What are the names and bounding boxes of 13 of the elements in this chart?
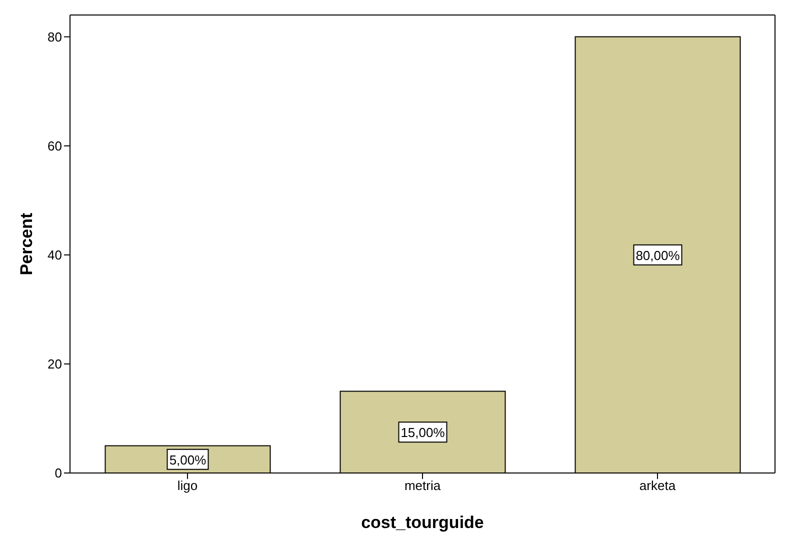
- x-tick-label: ligo: [177, 478, 198, 494]
- y-tick-label: 80: [48, 29, 62, 44]
- x-tick-label: arketa: [639, 478, 676, 494]
- data-label: 80,00%: [636, 248, 680, 263]
- x-axis-title: cost_tourguide: [361, 513, 484, 532]
- y-axis-title: Percent: [17, 212, 36, 276]
- x-tick-label: metria: [404, 478, 442, 494]
- data-label: 15,00%: [400, 425, 446, 440]
- data-label: 5,00%: [169, 452, 207, 468]
- y-tick-label: 40: [48, 248, 62, 263]
- y-tick-label: 20: [48, 356, 62, 372]
- y-tick-label: 60: [48, 138, 62, 154]
- y-tick-label: 0: [54, 466, 62, 481]
